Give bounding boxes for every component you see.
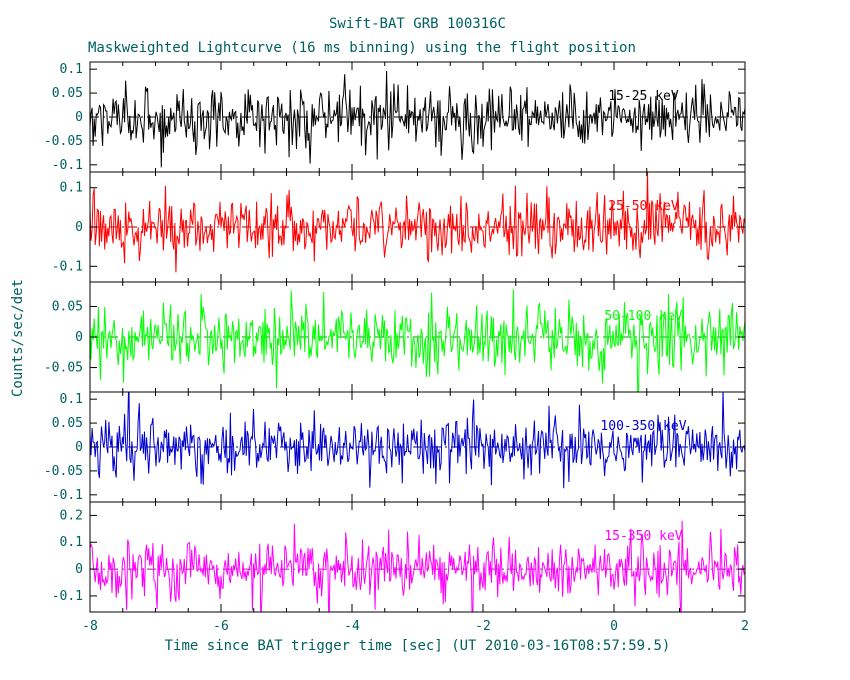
lightcurve-series [90, 520, 745, 612]
lightcurve-series [90, 70, 745, 168]
x-tick-label: -4 [344, 619, 360, 634]
chart-title: Swift-BAT GRB 100316C [328, 16, 506, 32]
y-tick-label: -0.1 [52, 488, 83, 503]
y-tick-label: -0.05 [44, 361, 83, 376]
lightcurve-series [90, 392, 745, 489]
y-tick-label: 0.1 [60, 392, 83, 407]
y-tick-label: 0 [75, 562, 83, 577]
y-tick-label: 0 [75, 440, 83, 455]
lightcurve-series [90, 289, 745, 392]
x-axis-label: Time since BAT trigger time [sec] (UT 20… [164, 638, 671, 654]
y-tick-label: -0.1 [52, 158, 83, 173]
y-tick-label: -0.05 [44, 134, 83, 149]
x-tick-label: -8 [82, 619, 98, 634]
y-tick-label: 0.05 [52, 299, 83, 314]
chart-subtitle: Maskweighted Lightcurve (16 ms binning) … [88, 40, 636, 56]
energy-band-label: 25-50 keV [608, 199, 679, 214]
y-tick-label: 0 [75, 110, 83, 125]
energy-band-label: 15-350 keV [604, 529, 682, 544]
lightcurve-series [90, 172, 745, 273]
y-tick-label: 0 [75, 220, 83, 235]
x-tick-label: -6 [213, 619, 229, 634]
energy-band-label: 15-25 keV [608, 89, 679, 104]
y-tick-label: -0.1 [52, 259, 83, 274]
y-axis-label: Counts/sec/det [10, 279, 26, 398]
y-tick-label: -0.05 [44, 464, 83, 479]
energy-band-label: 50-100 keV [604, 309, 682, 324]
y-tick-label: 0.1 [60, 181, 83, 196]
y-tick-label: 0.05 [52, 86, 83, 101]
y-tick-label: -0.1 [52, 589, 83, 604]
x-tick-label: 2 [741, 619, 749, 634]
x-tick-label: -2 [475, 619, 491, 634]
y-tick-label: 0.1 [60, 535, 83, 550]
y-tick-label: 0.1 [60, 62, 83, 77]
y-tick-label: 0.2 [60, 508, 83, 523]
panel-frame [89, 501, 746, 613]
energy-band-label: 100-350 keV [600, 419, 686, 434]
x-tick-label: 0 [610, 619, 618, 634]
y-tick-label: 0 [75, 330, 83, 345]
y-tick-label: 0.05 [52, 416, 83, 431]
